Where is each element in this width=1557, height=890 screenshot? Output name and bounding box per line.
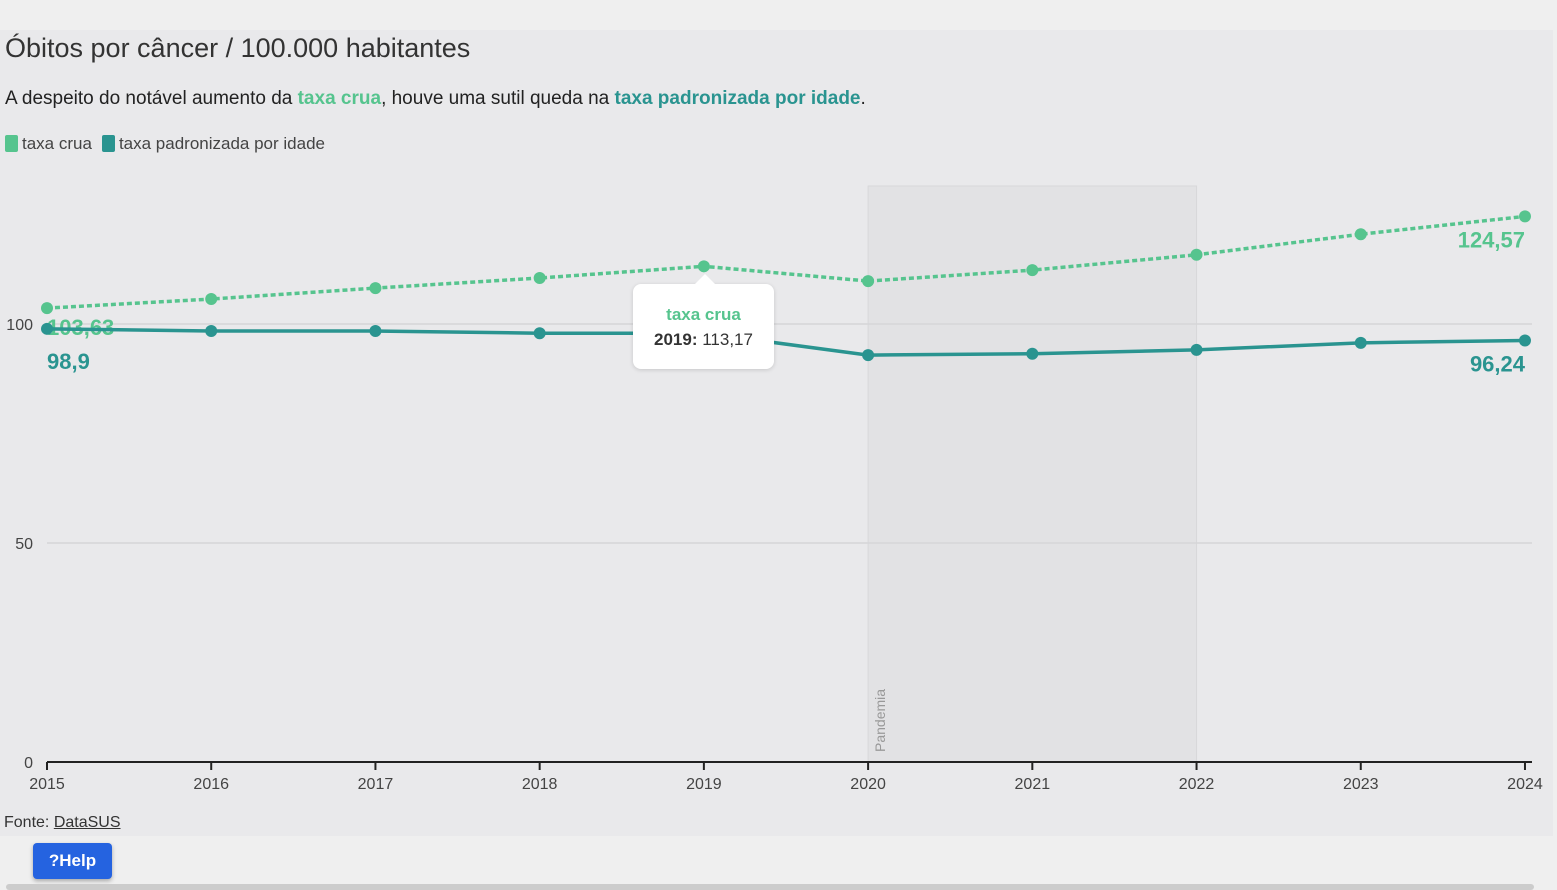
data-point [1354, 228, 1367, 241]
data-point [1354, 336, 1367, 349]
end-value-label: 96,24 [1470, 351, 1526, 376]
data-point [697, 260, 710, 273]
legend-item-padronizada[interactable]: taxa padronizada por idade [101, 134, 325, 154]
series-line-crua [46, 214, 1526, 310]
x-tick-label: 2022 [1179, 776, 1215, 793]
chart-panel [0, 30, 1553, 836]
x-tick-label: 2019 [686, 776, 722, 793]
chart-title: Óbitos por câncer / 100.000 habitantes [5, 33, 471, 63]
y-tick-label: 50 [15, 536, 33, 553]
pandemic-band [867, 185, 1198, 763]
data-point [1518, 210, 1531, 223]
x-tick-label: 2024 [1507, 776, 1543, 793]
question-icon: ? [48, 851, 60, 870]
source-note: Fonte: DataSUS [4, 814, 121, 832]
legend-label: taxa crua [22, 134, 92, 153]
data-point [205, 293, 218, 306]
subtitle-text: A despeito do notável aumento da [5, 88, 298, 109]
legend: taxa crua taxa padronizada por idade [5, 134, 325, 154]
x-tick-label: 2015 [29, 776, 65, 793]
y-tick-label: 100 [6, 317, 33, 334]
chart-subtitle: A despeito do notável aumento da taxa cr… [5, 88, 866, 110]
x-tick-label: 2023 [1343, 776, 1379, 793]
help-button[interactable]: ? Help [33, 843, 112, 879]
tooltip: taxa crua 2019: 113,17 [633, 274, 774, 369]
end-value-label: 124,57 [1458, 227, 1525, 252]
source-label: Fonte: [4, 814, 50, 831]
data-point [1026, 264, 1039, 277]
data-point [1518, 334, 1531, 347]
data-point [41, 302, 53, 315]
horizontal-scrollbar[interactable] [6, 884, 1534, 890]
data-point [1026, 347, 1039, 360]
x-tick-label: 2017 [358, 776, 394, 793]
legend-label: taxa padronizada por idade [118, 134, 325, 153]
pandemic-label: Pandemia [872, 689, 888, 752]
tooltip-series: taxa crua [666, 305, 741, 324]
y-tick-label: 0 [24, 755, 33, 772]
data-point [205, 325, 218, 338]
subtitle-text: . [860, 88, 866, 109]
subtitle-highlight-crua: taxa crua [297, 88, 382, 109]
tooltip-year: 2019: [654, 330, 698, 349]
subtitle-highlight-padronizada: taxa padronizada por idade [614, 88, 861, 109]
legend-item-crua[interactable]: taxa crua [5, 134, 92, 154]
data-point [1190, 248, 1203, 261]
data-point [862, 349, 875, 362]
data-point [1190, 343, 1203, 356]
help-label: Help [59, 851, 97, 870]
x-tick-label: 2016 [193, 776, 229, 793]
data-point [41, 322, 53, 335]
x-tick-label: 2020 [850, 776, 886, 793]
series-line-padronizada [46, 327, 1526, 357]
tooltip-value: 113,17 [702, 330, 753, 349]
data-point [369, 325, 382, 338]
legend-swatch [101, 135, 115, 152]
data-point [862, 275, 875, 288]
start-value-label: 98,9 [47, 349, 90, 374]
x-tick-label: 2018 [522, 776, 558, 793]
x-tick-label: 2021 [1015, 776, 1051, 793]
source-link[interactable]: DataSUS [53, 814, 121, 831]
data-point [533, 327, 546, 340]
data-point [369, 282, 382, 295]
subtitle-text: , houve uma sutil queda na [381, 88, 615, 109]
data-point [533, 272, 546, 285]
legend-swatch [5, 135, 18, 152]
